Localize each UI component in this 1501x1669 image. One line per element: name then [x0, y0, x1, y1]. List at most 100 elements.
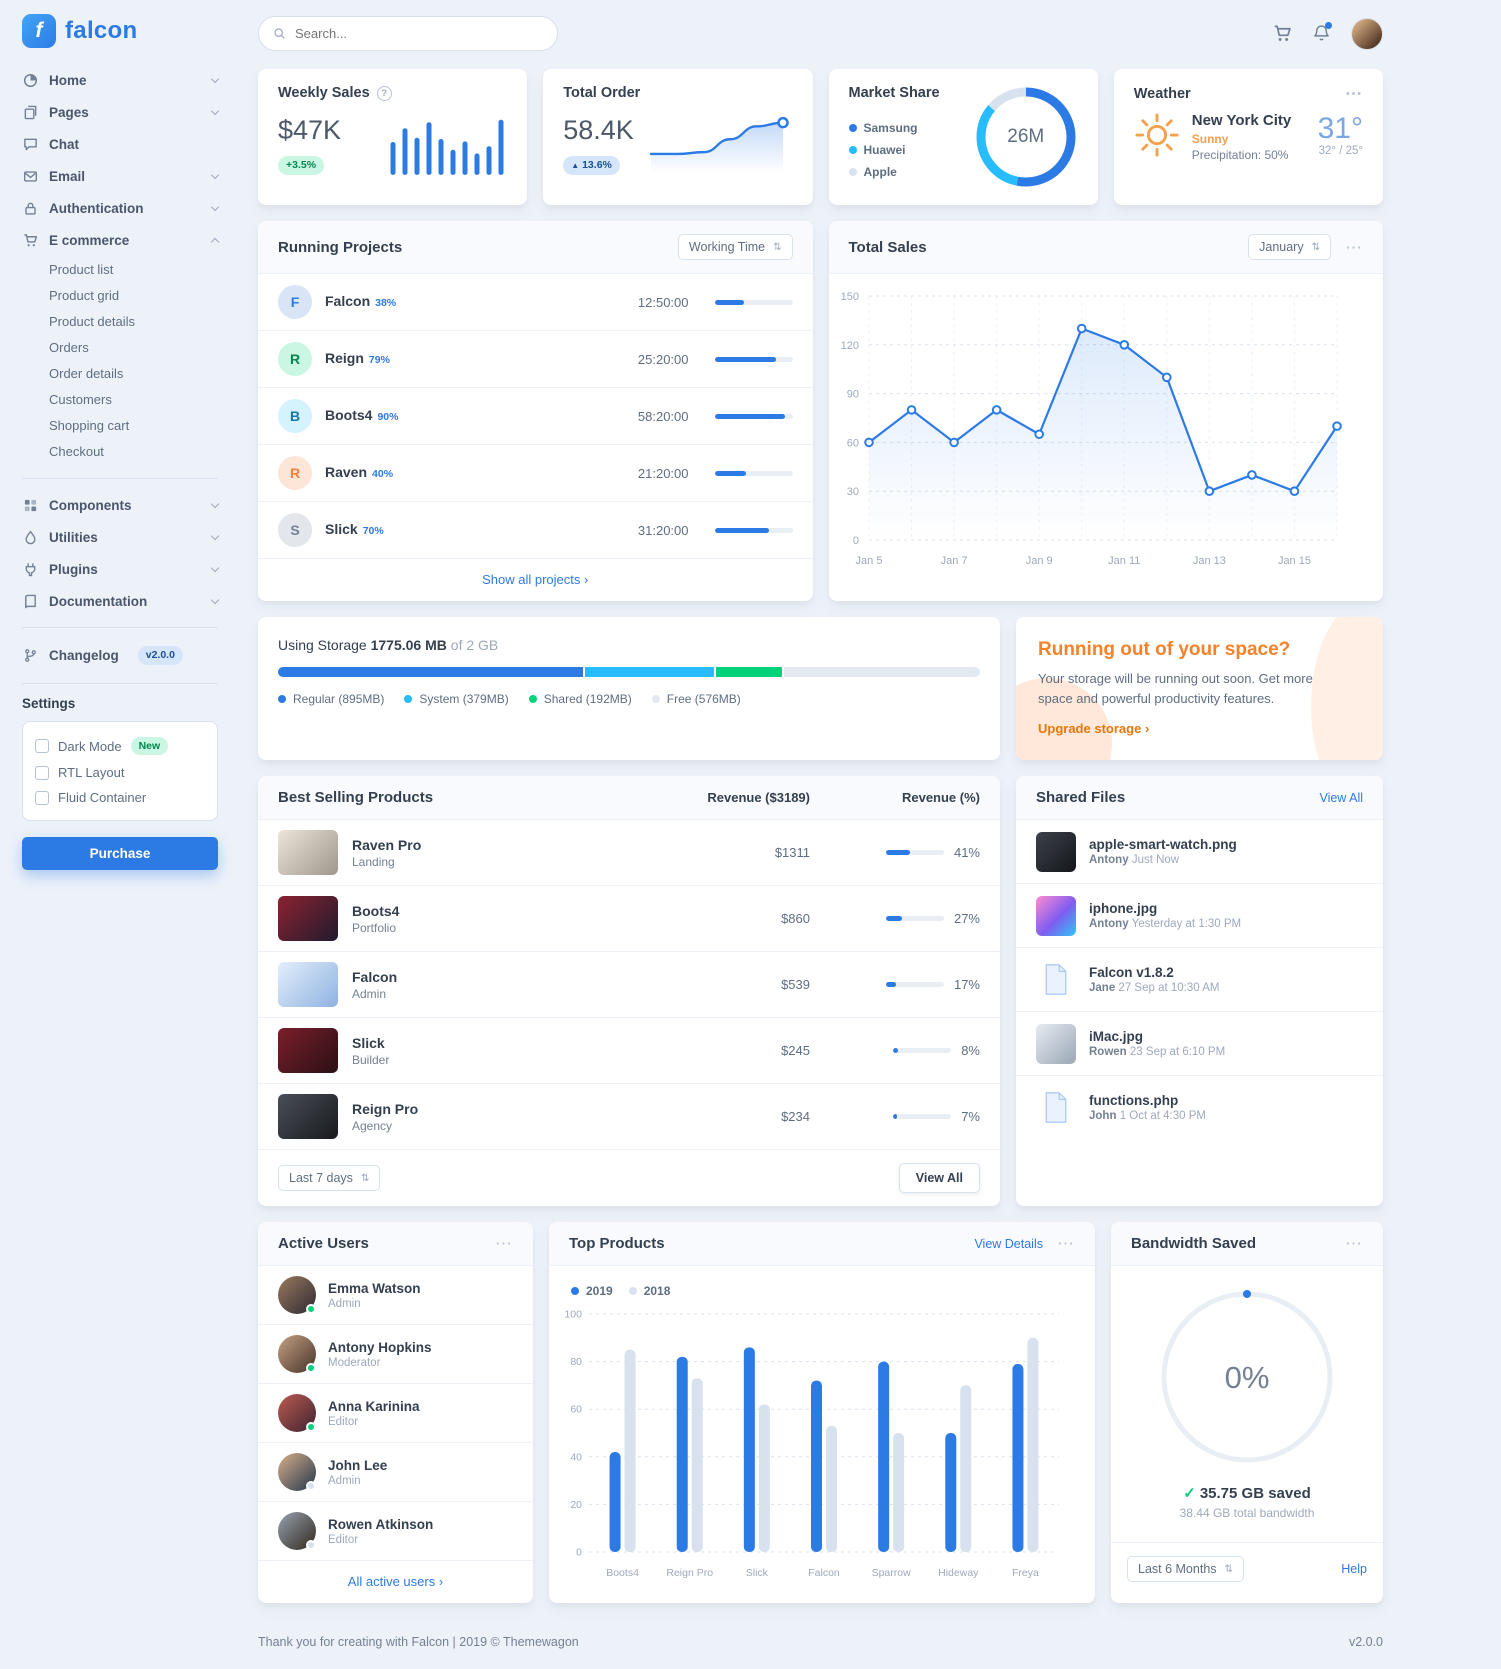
- table-row[interactable]: Raven Pro Landing $1311 41%: [258, 820, 1000, 886]
- project-name[interactable]: Raven: [325, 464, 368, 480]
- sidebar-item-orders[interactable]: Orders: [49, 339, 89, 355]
- brand-name: falcon: [65, 17, 138, 44]
- sidebar-item-home[interactable]: Home: [22, 64, 220, 96]
- view-all-button[interactable]: View All: [898, 1163, 980, 1193]
- user-name[interactable]: Antony Hopkins: [328, 1339, 432, 1355]
- list-item[interactable]: John Lee Admin: [258, 1443, 533, 1502]
- file-name[interactable]: iphone.jpg: [1089, 901, 1158, 916]
- project-name[interactable]: Boots4: [325, 407, 373, 423]
- all-active-users-link[interactable]: All active users ›: [347, 1574, 444, 1589]
- sidebar-item-checkout[interactable]: Checkout: [49, 443, 104, 459]
- documentation-book-icon: [22, 593, 38, 609]
- svg-text:0: 0: [576, 1547, 582, 1559]
- purchase-button[interactable]: Purchase: [22, 837, 218, 871]
- dots-menu[interactable]: ⋯: [1345, 237, 1363, 257]
- sidebar-item-email[interactable]: Email: [22, 160, 220, 192]
- file-name[interactable]: iMac.jpg: [1089, 1029, 1144, 1044]
- sidebar-item-shopping-cart[interactable]: Shopping cart: [49, 417, 130, 433]
- file-name[interactable]: apple-smart-watch.png: [1089, 837, 1237, 852]
- list-item[interactable]: iMac.jpg Rowen 23 Sep at 6:10 PM: [1016, 1012, 1383, 1076]
- sidebar-item-changelog[interactable]: Changelog v2.0.0: [22, 638, 218, 673]
- list-item[interactable]: functions.php John 1 Oct at 4:30 PM: [1016, 1076, 1383, 1139]
- svg-text:Jan 7: Jan 7: [940, 555, 967, 567]
- list-item[interactable]: Anna Karinina Editor: [258, 1384, 533, 1443]
- project-row[interactable]: R Reign 79% 25:20:00: [258, 331, 813, 388]
- list-item[interactable]: Rowen Atkinson Editor: [258, 1502, 533, 1560]
- view-details-link[interactable]: View Details: [974, 1236, 1043, 1251]
- brand-logo[interactable]: f falcon: [22, 14, 218, 48]
- project-row[interactable]: S Slick 70% 31:20:00: [258, 502, 813, 558]
- search-input[interactable]: [295, 26, 543, 41]
- sidebar-item-customers[interactable]: Customers: [49, 391, 112, 407]
- sidebar-item-chat[interactable]: Chat: [22, 128, 218, 160]
- market-share-center-value: 26M: [1007, 126, 1045, 147]
- project-name[interactable]: Falcon: [325, 293, 371, 309]
- dots-menu[interactable]: ⋯: [495, 1234, 513, 1253]
- working-time-select[interactable]: Working Time ⇅: [677, 234, 793, 260]
- sidebar-item-product-grid[interactable]: Product grid: [49, 287, 120, 303]
- project-row[interactable]: F Falcon 38% 12:50:00: [258, 274, 813, 331]
- weather-temp-range: 32° / 25°: [1318, 145, 1363, 157]
- user-name[interactable]: John Lee: [328, 1457, 388, 1473]
- sidebar-item-documentation[interactable]: Documentation: [22, 585, 220, 617]
- shared-files-card: Shared Files View All apple-smart-watch.…: [1016, 776, 1383, 1206]
- product-name[interactable]: Slick: [352, 1034, 385, 1051]
- user-name[interactable]: Anna Karinina: [328, 1398, 420, 1414]
- user-name[interactable]: Rowen Atkinson: [328, 1516, 434, 1532]
- product-name[interactable]: Boots4: [352, 902, 400, 919]
- bell-icon[interactable]: [1312, 22, 1332, 43]
- help-link[interactable]: Help: [1341, 1562, 1367, 1576]
- list-item[interactable]: apple-smart-watch.png Antony Just Now: [1016, 820, 1383, 884]
- file-time: Just Now: [1131, 854, 1180, 866]
- search-box[interactable]: [258, 16, 558, 51]
- storage-title: Using Storage 1775.06 MB of 2 GB: [278, 637, 499, 653]
- project-row[interactable]: B Boots4 90% 58:20:00: [258, 388, 813, 445]
- total-sales-card: Total Sales January ⇅ ⋯ 0 30 60 90 120 150 Jan …: [828, 221, 1383, 601]
- card-title: Shared Files: [1036, 789, 1126, 806]
- project-name[interactable]: Reign: [325, 350, 364, 366]
- weather-precipitation: Precipitation: 50%: [1191, 148, 1289, 162]
- last-7-days-select[interactable]: Last 7 days ⇅: [278, 1165, 381, 1191]
- dark-mode-toggle[interactable]: Dark Mode New: [35, 732, 205, 761]
- dots-menu[interactable]: ⋯: [1345, 84, 1363, 103]
- list-item[interactable]: Antony Hopkins Moderator: [258, 1325, 533, 1384]
- sidebar-item-plugins[interactable]: Plugins: [22, 553, 220, 585]
- last-6-months-select[interactable]: Last 6 Months ⇅: [1127, 1556, 1244, 1582]
- fluid-container-toggle[interactable]: Fluid Container: [35, 785, 205, 810]
- cart-icon[interactable]: [1273, 24, 1292, 43]
- project-name[interactable]: Slick: [325, 521, 358, 537]
- list-item[interactable]: Emma Watson Admin: [258, 1266, 533, 1325]
- avatar: [278, 1394, 316, 1432]
- month-select[interactable]: January ⇅: [1248, 234, 1331, 260]
- view-all-link[interactable]: View All: [1319, 790, 1363, 805]
- user-name[interactable]: Emma Watson: [328, 1280, 421, 1296]
- rtl-layout-toggle[interactable]: RTL Layout: [35, 760, 205, 785]
- file-name[interactable]: Falcon v1.8.2: [1089, 965, 1174, 980]
- sidebar-item-order-details[interactable]: Order details: [49, 365, 124, 381]
- table-row[interactable]: Boots4 Portfolio $860 27%: [258, 886, 1000, 952]
- upgrade-storage-link[interactable]: Upgrade storage ›: [1038, 721, 1150, 736]
- dots-menu[interactable]: ⋯: [1345, 1234, 1363, 1253]
- sidebar-item-utilities[interactable]: Utilities: [22, 521, 220, 553]
- table-row[interactable]: Reign Pro Agency $234 7%: [258, 1084, 1000, 1150]
- list-item[interactable]: Falcon v1.8.2 Jane 27 Sep at 10:30 AM: [1016, 948, 1383, 1012]
- table-row[interactable]: Slick Builder $245 8%: [258, 1018, 1000, 1084]
- dots-menu[interactable]: ⋯: [1057, 1234, 1075, 1253]
- product-name[interactable]: Raven Pro: [352, 836, 422, 853]
- project-row[interactable]: R Raven 40% 21:20:00: [258, 445, 813, 502]
- sidebar-item-pages[interactable]: Pages: [22, 96, 220, 128]
- sidebar-item-authentication[interactable]: Authentication: [22, 192, 220, 224]
- sidebar-item-product-details[interactable]: Product details: [49, 313, 135, 329]
- sidebar-item-product-list[interactable]: Product list: [49, 261, 114, 277]
- sidebar-item-label: Components: [49, 497, 132, 513]
- product-name[interactable]: Reign Pro: [352, 1100, 419, 1117]
- table-row[interactable]: Falcon Admin $539 17%: [258, 952, 1000, 1018]
- list-item[interactable]: iphone.jpg Antony Yesterday at 1:30 PM: [1016, 884, 1383, 948]
- sidebar-item-components[interactable]: Components: [22, 489, 220, 521]
- user-avatar[interactable]: [1351, 17, 1383, 50]
- product-name[interactable]: Falcon: [352, 968, 398, 985]
- file-name[interactable]: functions.php: [1089, 1093, 1179, 1108]
- sidebar-item-ecommerce[interactable]: E commerce: [22, 224, 220, 256]
- help-icon[interactable]: ?: [376, 85, 392, 101]
- show-all-projects-link[interactable]: Show all projects ›: [482, 572, 589, 587]
